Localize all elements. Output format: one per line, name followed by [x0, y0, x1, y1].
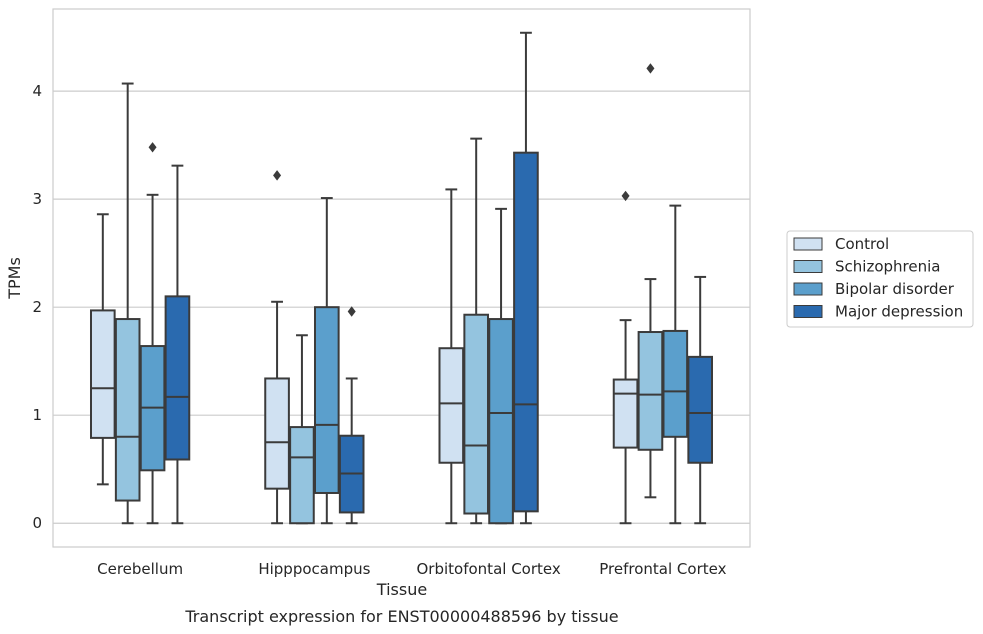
- y-tick-labels: 0 1 2 3 4: [32, 82, 42, 532]
- box-1-1: [289, 334, 315, 525]
- legend-label: Schizophrenia: [835, 258, 940, 276]
- x-tick-label: Orbitofontal Cortex: [417, 560, 561, 578]
- legend-label: Major depression: [835, 303, 963, 321]
- outlier-point: [347, 306, 356, 317]
- outlier-point: [646, 63, 655, 74]
- box-0-0: [89, 213, 116, 486]
- x-tick-labels: Cerebellum Hipppocampus Orbitofontal Corte…: [97, 560, 726, 578]
- y-tick-label: 2: [32, 298, 42, 316]
- box-body: [488, 318, 514, 525]
- box-3-2: [513, 31, 539, 525]
- box-body: [164, 295, 191, 461]
- box-2-0: [139, 142, 166, 525]
- box-body: [114, 318, 141, 502]
- y-tick-label: 3: [32, 190, 42, 208]
- box-0-3: [612, 190, 639, 525]
- x-tick-label: Prefrontal Cortex: [599, 560, 726, 578]
- box-body: [89, 309, 116, 439]
- box-body: [637, 331, 664, 451]
- box-body: [662, 329, 689, 438]
- y-tick-label: 0: [32, 514, 42, 532]
- box-body: [313, 306, 340, 494]
- y-tick-label: 1: [32, 406, 42, 424]
- box-body: [687, 355, 714, 464]
- outlier-point: [621, 190, 630, 202]
- box-body: [289, 426, 315, 525]
- box-1-3: [637, 63, 664, 499]
- legend-swatch: [793, 282, 823, 296]
- box-body: [264, 377, 290, 490]
- boxes: [89, 31, 714, 525]
- box-2-3: [662, 204, 689, 525]
- box-body: [438, 347, 465, 464]
- plot-area-frame: [52, 8, 751, 548]
- legend-label: Control: [835, 235, 889, 253]
- legend-swatch: [793, 237, 823, 251]
- legend: Control Schizophrenia Bipolar disorder Majo…: [786, 230, 974, 328]
- box-2-1: [313, 197, 340, 525]
- box-3-1: [338, 306, 365, 525]
- legend-swatch: [793, 305, 823, 318]
- box-1-2: [463, 137, 490, 525]
- box-3-0: [164, 164, 191, 525]
- box-2-2: [488, 207, 514, 525]
- legend-swatch: [793, 260, 823, 273]
- legend-label: Bipolar disorder: [835, 280, 955, 298]
- x-axis-label: Tissue: [376, 580, 427, 599]
- y-axis-label: TPMs: [5, 257, 24, 300]
- box-body: [463, 313, 490, 515]
- box-body: [612, 378, 639, 449]
- legend-frame: [786, 230, 974, 328]
- x-tick-label: Hipppocampus: [258, 560, 370, 578]
- box-0-1: [264, 170, 290, 525]
- outlier-point: [273, 170, 282, 181]
- outlier-point: [148, 142, 157, 153]
- box-body: [513, 151, 539, 513]
- x-tick-label: Cerebellum: [97, 560, 183, 578]
- box-1-0: [114, 82, 141, 525]
- y-tick-label: 4: [32, 82, 42, 100]
- box-3-3: [687, 275, 714, 525]
- box-0-2: [438, 188, 465, 525]
- chart-caption: Transcript expression for ENST0000048859…: [184, 607, 618, 626]
